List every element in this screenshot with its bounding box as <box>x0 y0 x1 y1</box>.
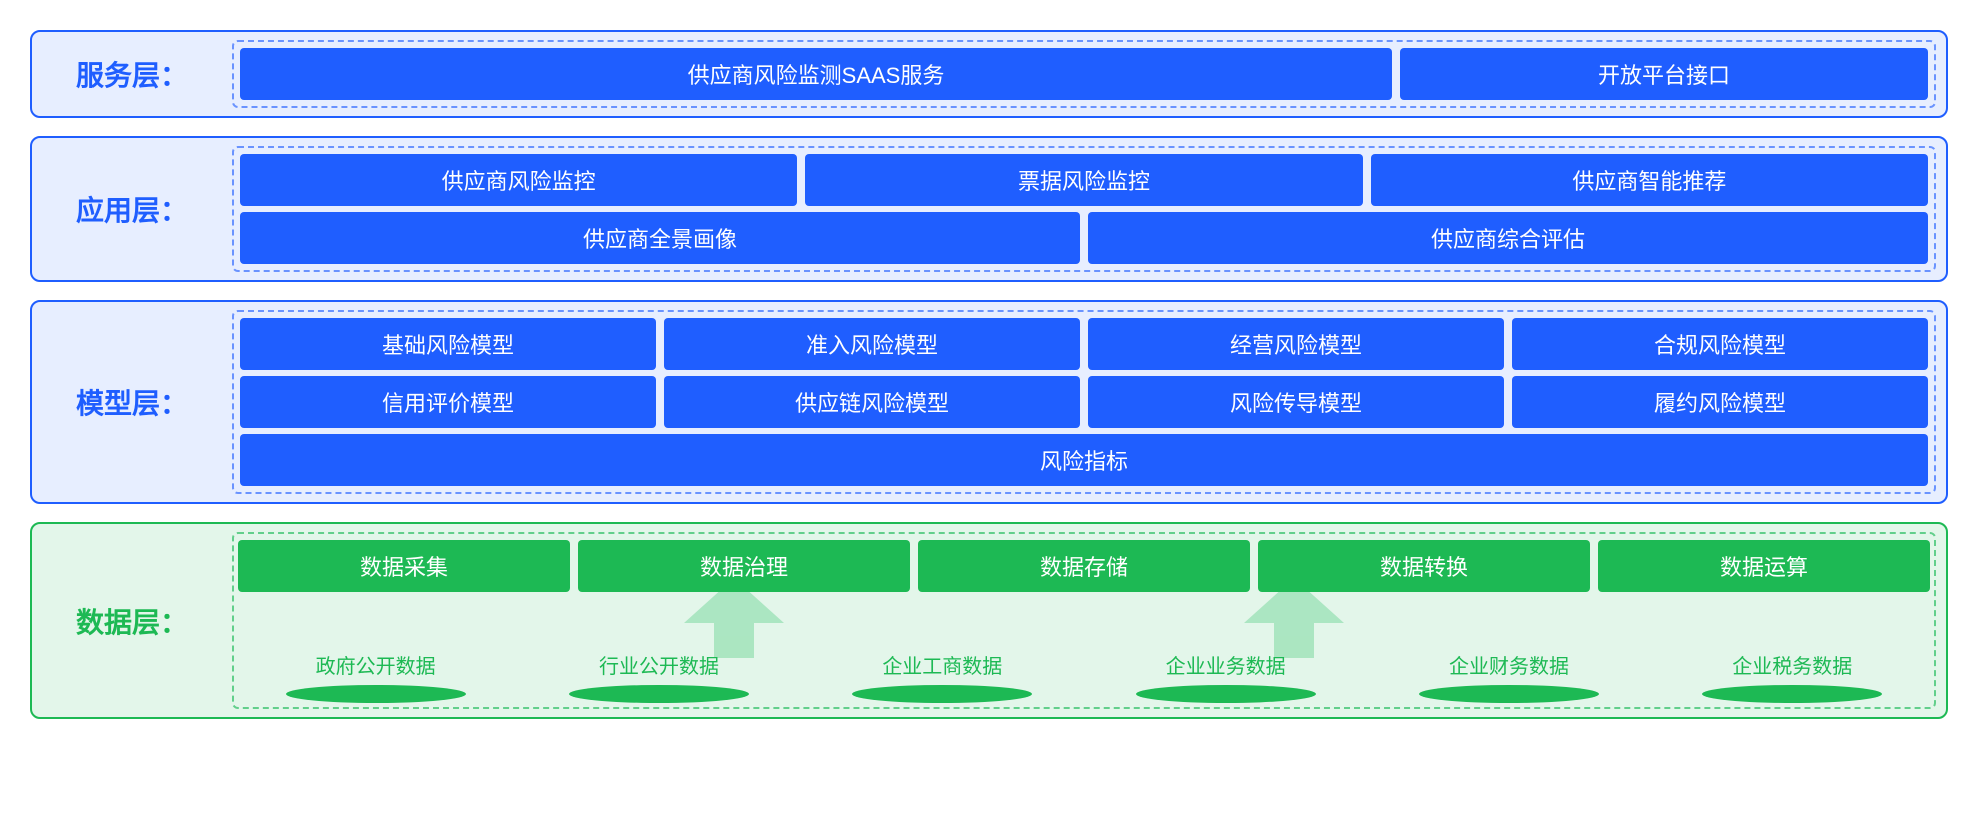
app-item: 供应商全景画像 <box>240 212 1080 264</box>
model-item: 准入风险模型 <box>664 318 1080 370</box>
data-layer-content: 数据采集 数据治理 数据存储 数据转换 数据运算 政府公开数据 行业公开数据 <box>232 532 1936 709</box>
data-source: 企业工商数据 <box>805 646 1080 703</box>
data-source-label: 政府公开数据 <box>316 646 436 683</box>
service-layer-label: 服务层： <box>32 32 232 116</box>
data-proc-item: 数据存储 <box>918 540 1250 592</box>
service-item-api: 开放平台接口 <box>1400 48 1928 100</box>
disc-icon <box>286 685 466 703</box>
model-row-2: 信用评价模型 供应链风险模型 风险传导模型 履约风险模型 <box>240 376 1928 428</box>
model-item: 供应链风险模型 <box>664 376 1080 428</box>
model-layer: 模型层： 基础风险模型 准入风险模型 经营风险模型 合规风险模型 信用评价模型 … <box>30 300 1948 504</box>
data-source-label: 企业税务数据 <box>1732 646 1852 683</box>
data-source-label: 企业工商数据 <box>882 646 1002 683</box>
data-source-label: 行业公开数据 <box>599 646 719 683</box>
data-source-label: 企业财务数据 <box>1449 646 1569 683</box>
service-layer: 服务层： 供应商风险监测SAAS服务 开放平台接口 <box>30 30 1948 118</box>
disc-icon <box>1702 685 1882 703</box>
service-row: 供应商风险监测SAAS服务 开放平台接口 <box>240 48 1928 100</box>
application-row-2: 供应商全景画像 供应商综合评估 <box>240 212 1928 264</box>
data-proc-item: 数据运算 <box>1598 540 1930 592</box>
data-layer: 数据层： 数据采集 数据治理 数据存储 数据转换 数据运算 政府公开数据 <box>30 522 1948 719</box>
data-source: 政府公开数据 <box>238 646 513 703</box>
data-proc-item: 数据采集 <box>238 540 570 592</box>
application-layer-label: 应用层： <box>32 138 232 280</box>
app-item: 供应商智能推荐 <box>1371 154 1928 206</box>
data-source: 行业公开数据 <box>521 646 796 703</box>
disc-icon <box>569 685 749 703</box>
data-source: 企业业务数据 <box>1088 646 1363 703</box>
disc-icon <box>1136 685 1316 703</box>
data-source: 企业税务数据 <box>1655 646 1930 703</box>
data-source-label: 企业业务数据 <box>1166 646 1286 683</box>
application-layer: 应用层： 供应商风险监控 票据风险监控 供应商智能推荐 供应商全景画像 供应商综… <box>30 136 1948 282</box>
app-item: 供应商风险监控 <box>240 154 797 206</box>
model-item: 信用评价模型 <box>240 376 656 428</box>
data-proc-item: 数据转换 <box>1258 540 1590 592</box>
model-item: 履约风险模型 <box>1512 376 1928 428</box>
service-layer-content: 供应商风险监测SAAS服务 开放平台接口 <box>232 40 1936 108</box>
model-layer-label: 模型层： <box>32 302 232 502</box>
data-processing-row: 数据采集 数据治理 数据存储 数据转换 数据运算 <box>238 540 1930 592</box>
disc-icon <box>852 685 1032 703</box>
data-sources-row: 政府公开数据 行业公开数据 企业工商数据 企业业务数据 企业财务数据 企业税务数… <box>238 646 1930 703</box>
model-row-1: 基础风险模型 准入风险模型 经营风险模型 合规风险模型 <box>240 318 1928 370</box>
data-proc-item: 数据治理 <box>578 540 910 592</box>
model-item: 合规风险模型 <box>1512 318 1928 370</box>
app-item: 票据风险监控 <box>805 154 1362 206</box>
app-item: 供应商综合评估 <box>1088 212 1928 264</box>
model-item-indicator: 风险指标 <box>240 434 1928 486</box>
model-item: 基础风险模型 <box>240 318 656 370</box>
model-item: 经营风险模型 <box>1088 318 1504 370</box>
application-layer-content: 供应商风险监控 票据风险监控 供应商智能推荐 供应商全景画像 供应商综合评估 <box>232 146 1936 272</box>
application-row-1: 供应商风险监控 票据风险监控 供应商智能推荐 <box>240 154 1928 206</box>
model-item: 风险传导模型 <box>1088 376 1504 428</box>
data-layer-label: 数据层： <box>32 524 232 717</box>
model-row-3: 风险指标 <box>240 434 1928 486</box>
service-item-saas: 供应商风险监测SAAS服务 <box>240 48 1392 100</box>
disc-icon <box>1419 685 1599 703</box>
model-layer-content: 基础风险模型 准入风险模型 经营风险模型 合规风险模型 信用评价模型 供应链风险… <box>232 310 1936 494</box>
data-source: 企业财务数据 <box>1371 646 1646 703</box>
